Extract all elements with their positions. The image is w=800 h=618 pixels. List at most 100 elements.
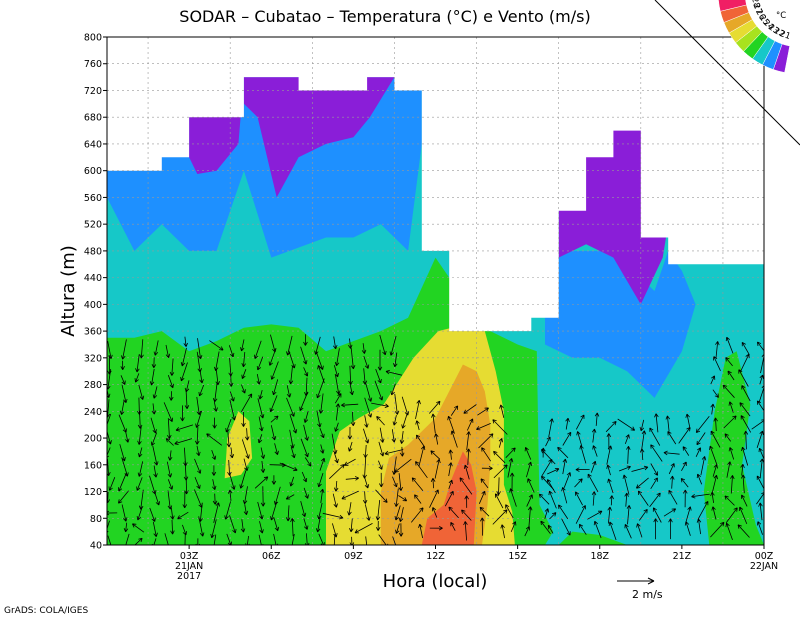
wind-arrow [212, 383, 218, 403]
wind-arrow [743, 430, 749, 450]
wind-arrow [194, 458, 202, 474]
wind-arrow [224, 501, 231, 520]
wind-arrow [709, 445, 718, 466]
wind-arrow [624, 434, 630, 445]
wind-arrow [121, 457, 129, 477]
wind-arrow [273, 533, 279, 545]
wind-arrow [415, 420, 420, 431]
wind-arrow [289, 429, 295, 449]
wind-arrow [350, 348, 356, 370]
wind-arrow [498, 438, 504, 448]
wind-arrow [650, 444, 663, 462]
wind-arrow [349, 518, 354, 533]
wind-arrow [579, 523, 587, 535]
wind-arrow [210, 519, 217, 539]
legend-label: 26 [753, 8, 767, 22]
wind-arrow [399, 446, 405, 457]
wind-arrow [631, 465, 649, 472]
wind-arrow [183, 336, 188, 347]
wind-arrow [239, 470, 247, 489]
wind-arrow [418, 523, 423, 539]
wind-arrow [365, 536, 368, 545]
wind-arrow [269, 395, 278, 413]
wind-arrow [379, 472, 384, 488]
y-tick-label: 680 [84, 113, 102, 124]
x-tick-label: 21JAN [175, 561, 203, 572]
y-tick-label: 440 [84, 273, 102, 284]
wind-arrow [712, 389, 719, 398]
wind-arrow [711, 474, 718, 494]
wind-arrow [170, 507, 175, 520]
wind-arrow [350, 411, 356, 427]
wind-arrow [316, 378, 325, 399]
wind-arrow [758, 502, 763, 521]
wind-arrow [682, 489, 688, 508]
wind-arrow [756, 430, 764, 449]
wind-arrow [214, 351, 220, 371]
legend-label: 28 [749, 0, 761, 9]
y-tick-label: 80 [90, 514, 102, 525]
wind-arrow [394, 393, 400, 415]
wind-arrow [348, 441, 353, 452]
wind-arrow [341, 402, 359, 408]
wind-arrow [225, 418, 232, 433]
wind-arrow [134, 373, 140, 383]
wind-arrow [152, 445, 159, 466]
wind-arrow [393, 352, 398, 368]
wind-arrow [544, 508, 550, 519]
wind-arrow [624, 492, 629, 507]
wind-arrow [414, 494, 422, 504]
wind-arrow [341, 490, 359, 500]
wind-arrow [196, 396, 202, 416]
wind-arrow [254, 476, 269, 489]
wind-arrow [558, 504, 569, 520]
wind-arrow [448, 506, 459, 519]
wind-arrow [605, 421, 617, 433]
wind-arrow [349, 536, 355, 545]
wind-arrow [722, 384, 735, 398]
x-tick-label: 22JAN [750, 561, 778, 572]
wind-arrow [608, 521, 617, 541]
wind-arrow [416, 434, 426, 448]
wind-arrow [727, 370, 735, 381]
wind-arrow [665, 415, 671, 432]
wind-arrow [333, 452, 339, 464]
wind-arrow [415, 400, 421, 419]
wind-arrow [500, 524, 505, 539]
wind-arrow [740, 463, 745, 476]
wind-arrow [304, 377, 309, 397]
wind-arrow [481, 447, 492, 462]
wind-arrow [737, 524, 750, 538]
wind-arrow [169, 391, 174, 401]
wind-arrow [591, 491, 597, 506]
wind-arrow [548, 490, 557, 509]
wind-arrow [289, 414, 298, 434]
wind-arrow [271, 475, 277, 485]
wind-arrow [434, 458, 441, 479]
wind-arrow [480, 517, 485, 536]
wind-arrow [710, 403, 715, 415]
wind-arrow [636, 523, 643, 538]
x-tick-label: 2017 [177, 571, 201, 582]
wind-arrow [505, 447, 516, 458]
no-data-region [107, 37, 764, 332]
wind-arrow [301, 471, 308, 483]
wind-arrow [700, 456, 707, 476]
wind-arrow [347, 502, 352, 516]
wind-vector-key-label: 2 m/s [632, 588, 663, 601]
wind-arrow [395, 523, 400, 534]
wind-arrow [300, 438, 309, 458]
temperature-band-21 [243, 77, 395, 198]
wind-arrow [274, 443, 279, 455]
wind-arrow [149, 475, 157, 495]
wind-arrow [314, 336, 321, 355]
wind-arrow [392, 536, 397, 545]
wind-arrow [430, 477, 436, 489]
wind-arrow [524, 446, 532, 460]
wind-arrow [379, 427, 385, 443]
wind-arrow [527, 478, 535, 493]
wind-arrow [592, 445, 598, 457]
y-tick-label: 40 [90, 541, 102, 552]
wind-arrow [139, 339, 144, 359]
wind-arrow [450, 430, 458, 448]
